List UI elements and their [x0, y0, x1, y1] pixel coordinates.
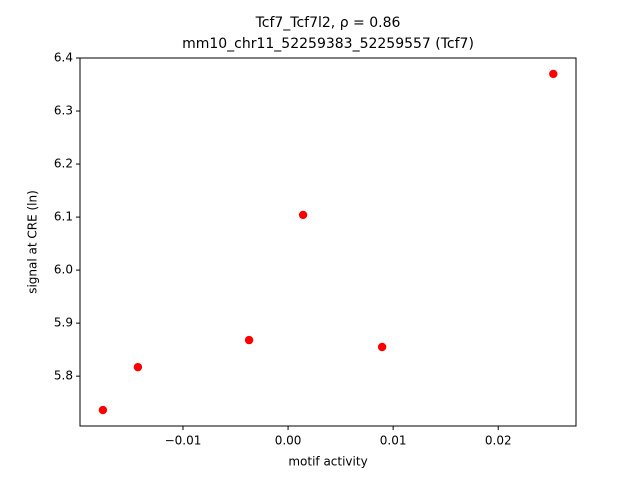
x-axis-label: motif activity: [288, 455, 367, 469]
y-tick-label: 6.4: [54, 51, 73, 65]
y-tick-label: 6.1: [54, 210, 73, 224]
y-tick-label: 6.3: [54, 104, 73, 118]
point: [377, 342, 387, 352]
y-tick-label: 5.8: [54, 369, 73, 383]
point: [298, 210, 308, 220]
point: [549, 69, 558, 79]
point: [98, 405, 108, 415]
x-tick-label: 0.02: [485, 434, 512, 448]
chart-title: Tcf7_Tcf7l2, ρ = 0.86: [255, 15, 401, 31]
chart-subtitle: mm10_chr11_52259383_52259557 (Tcf7): [182, 36, 474, 52]
point: [244, 335, 254, 345]
y-tick-label: 6.2: [54, 157, 73, 171]
y-axis-label: signal at CRE (ln): [26, 190, 40, 294]
x-tick-label: 0.00: [275, 434, 302, 448]
plot-frame: [79, 57, 577, 427]
y-tick-label: 5.9: [54, 316, 73, 330]
point: [133, 362, 143, 372]
x-tick-label: 0.01: [380, 434, 407, 448]
y-tick-label: 6.0: [54, 263, 73, 277]
x-tick-label: −0.01: [165, 434, 202, 448]
